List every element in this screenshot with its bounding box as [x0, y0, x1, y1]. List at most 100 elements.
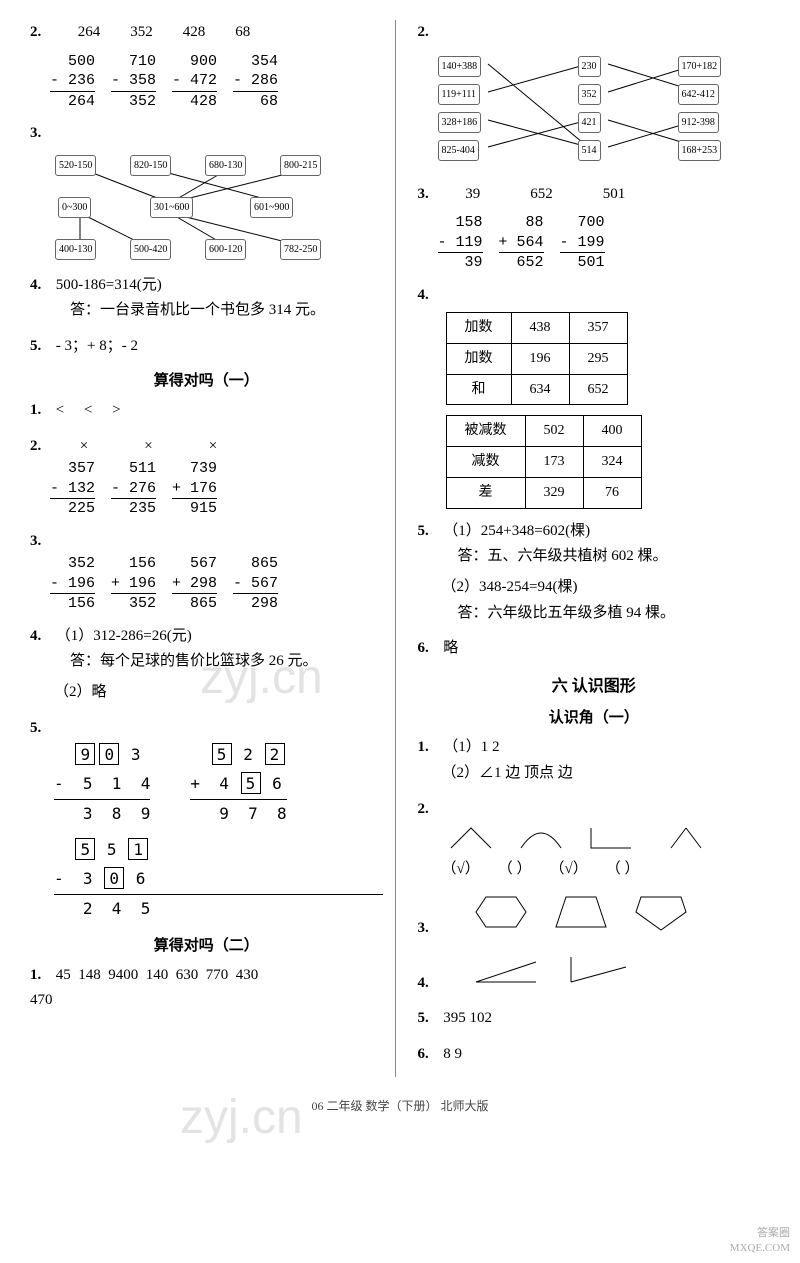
- q-number: 5.: [418, 519, 440, 545]
- q-number: 3.: [30, 529, 52, 555]
- angle-icon: [561, 952, 631, 987]
- mark: ×: [209, 434, 217, 460]
- s1-q2: 2. × × × 357- 132 225 511- 276 235 739+ …: [30, 434, 383, 519]
- s1-q4: 4. （1）312-286=26(元) 答：每个足球的售价比篮球多 26 元。 …: [30, 624, 383, 706]
- digit-puzzle: 5 2 2 + 4 5 6 9 7 8: [190, 741, 286, 828]
- arith-block: 865- 567 298: [233, 554, 278, 614]
- arith-block: 354- 286 68: [233, 52, 278, 112]
- c-q5: 5. 395 102: [418, 1006, 771, 1032]
- q2: 2. 264 352 428 68 500- 236 264 710- 358 …: [30, 20, 383, 111]
- arith-block: 739+ 176 915: [172, 459, 217, 519]
- duck-label: 680-130: [205, 155, 246, 176]
- arith-block: 352- 196 156: [50, 554, 95, 614]
- duck-label: 500-420: [130, 239, 171, 260]
- val: 264: [78, 20, 101, 46]
- answer-text: 45 148 9400 140 630 770 430 470: [30, 967, 258, 1009]
- val: 68: [235, 20, 250, 46]
- answer-text: - 3；+ 8；- 2: [56, 338, 138, 354]
- arith-block: 710- 358 352: [111, 52, 156, 112]
- q-number: 3.: [418, 916, 440, 942]
- r-q2: 2. 140+388 119+111 328+186 825-404 230: [418, 20, 771, 172]
- mark: （√）: [550, 857, 588, 883]
- s1-q3: 3. 352- 196 156 156+ 196 352 567+ 298 86…: [30, 529, 383, 614]
- expression: （1）312-286=26(元): [56, 628, 192, 644]
- duck-label: 400-130: [55, 239, 96, 260]
- corner-watermark: 答案圈 MXQE.COM: [730, 1226, 790, 1255]
- bird-label: 328+186: [438, 112, 482, 133]
- r-q6: 6. 略: [418, 636, 771, 662]
- mark: ×: [144, 434, 152, 460]
- q-number: 5.: [418, 1006, 440, 1032]
- mark: （√）: [442, 857, 480, 883]
- duck-label: 820-150: [130, 155, 171, 176]
- answer-text: 答：每个足球的售价比篮球多 26 元。: [30, 649, 383, 675]
- digit-puzzle: 90 3 - 5 1 4 3 8 9: [54, 741, 150, 828]
- house-label: 301~600: [150, 197, 193, 218]
- q-number: 5.: [30, 334, 52, 360]
- q-number: 4.: [418, 971, 440, 997]
- r-q3: 3. 39 652 501 158- 119 39 88+ 564 652 70…: [418, 182, 771, 273]
- trapezoid-icon: [551, 892, 611, 932]
- q-number: 2.: [30, 20, 52, 46]
- fish-label: 168+253: [678, 140, 722, 161]
- expression: （2）348-254=94(棵): [418, 574, 771, 601]
- angle-icon: [471, 952, 541, 987]
- section-title: 算得对吗（二）: [30, 934, 383, 955]
- answer-text: < < >: [56, 402, 129, 418]
- bell-label: 230: [578, 56, 601, 77]
- section-title: 认识角（一）: [418, 706, 771, 727]
- val: 428: [183, 20, 206, 46]
- val: 352: [130, 20, 153, 46]
- q-number: 6.: [418, 1042, 440, 1068]
- angle-icon: [656, 823, 706, 853]
- bell-label: 514: [578, 140, 601, 161]
- mark: ×: [80, 434, 88, 460]
- bell-label: 352: [578, 84, 601, 105]
- answer-text: 略: [443, 640, 458, 656]
- q-number: 2.: [418, 797, 440, 823]
- mark: （ ）: [606, 857, 640, 883]
- angle-icon: [446, 823, 496, 853]
- q5: 5. - 3；+ 8；- 2: [30, 334, 383, 360]
- r-q5: 5. （1）254+348=602(棵) 答：五、六年级共植树 602 棵。 （…: [418, 519, 771, 627]
- val: 652: [530, 182, 553, 208]
- answer-text: 答：五、六年级共植树 602 棵。: [418, 544, 771, 570]
- c-q4: 4.: [418, 952, 771, 997]
- answer-text: 答：一台录音机比一个书包多 314 元。: [30, 298, 383, 324]
- house-label: 0~300: [58, 197, 91, 218]
- c-q3: 3.: [418, 892, 771, 942]
- right-column: 2. 140+388 119+111 328+186 825-404 230: [406, 20, 771, 1077]
- bird-label: 825-404: [438, 140, 479, 161]
- s1-q5: 5. 90 3 - 5 1 4 3 8 9 5 2 2 + 4 5 6 9 7 …: [30, 716, 383, 924]
- c-q2: 2. （√） （ ） （√） （ ）: [418, 797, 771, 882]
- bird-label: 140+388: [438, 56, 482, 77]
- arith-block: 511- 276 235: [111, 459, 156, 519]
- arith-block: 158- 119 39: [438, 213, 483, 273]
- mark: （ ）: [498, 857, 532, 883]
- q-number: 4.: [30, 273, 52, 299]
- house-label: 601~900: [250, 197, 293, 218]
- arith-block: 567+ 298 865: [172, 554, 217, 614]
- q-number: 1.: [30, 398, 52, 424]
- arith-block: 88+ 564 652: [499, 213, 544, 273]
- q-number: 1.: [418, 735, 440, 761]
- r-q4: 4. 加数438357 加数196295 和634652 被减数502400 减…: [418, 283, 771, 509]
- duck-label: 800-215: [280, 155, 321, 176]
- duck-label: 520-150: [55, 155, 96, 176]
- s2-q1: 1. 45 148 9400 140 630 770 430 470: [30, 963, 383, 1014]
- q-number: 6.: [418, 636, 440, 662]
- q-number: 1.: [30, 963, 52, 989]
- angle-icon: [586, 823, 636, 853]
- fish-label: 642-412: [678, 84, 719, 105]
- fish-label: 170+182: [678, 56, 722, 77]
- answer-text: （2）∠1 边 顶点 边: [418, 760, 771, 787]
- answer-text: 8 9: [443, 1046, 462, 1062]
- answer-text: 395 102: [443, 1010, 492, 1026]
- subtraction-table: 被减数502400 减数173324 差32976: [446, 415, 642, 508]
- digit-puzzle: 5 5 1 - 3 0 6 2 4 5: [54, 836, 383, 923]
- c-q1: 1. （1）1 2 （2）∠1 边 顶点 边: [418, 735, 771, 788]
- arith-block: 357- 132 225: [50, 459, 95, 519]
- q-number: 4.: [30, 624, 52, 650]
- duck-label: 782-250: [280, 239, 321, 260]
- fish-label: 912-398: [678, 112, 719, 133]
